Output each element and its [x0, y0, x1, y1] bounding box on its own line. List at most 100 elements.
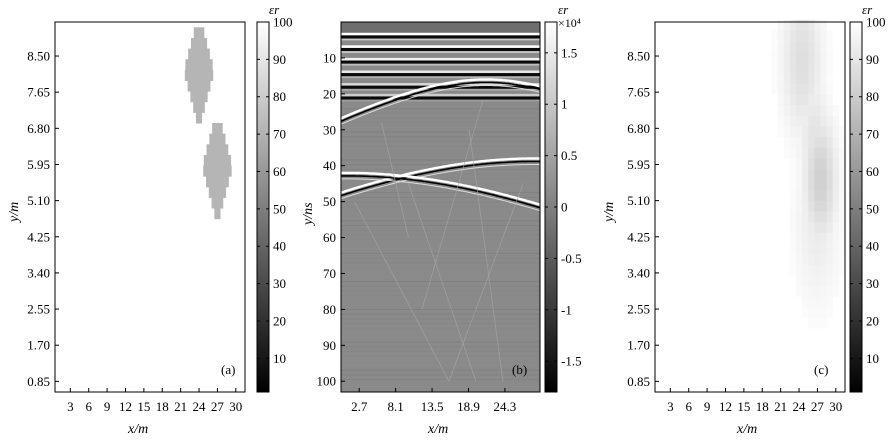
panel-b-noise-line [341, 215, 540, 217]
panel-c-heat-cell [808, 94, 815, 106]
panel-b-noise-line [341, 178, 540, 180]
panel-c-heat-cell [802, 253, 809, 265]
panel-c-heat-cell [826, 41, 834, 53]
panel-c-heat-cell [808, 136, 815, 148]
panel-c-y-tick-label: 5.95 [627, 157, 650, 172]
panel-b-hyperbola-bright [341, 171, 540, 206]
panel-b-noise-line [341, 136, 540, 138]
panel-c-heat-cell [808, 83, 815, 95]
panel-c-heat-cell [789, 264, 797, 276]
panel-a-x-tick-label: 24 [193, 399, 207, 414]
panel-a-anomaly-cell [206, 144, 229, 156]
panel-c-colorbar-tick-label: 40 [866, 239, 879, 254]
panel-c-colorbar: 100 90 80 70 60 50 40 30 20 10 εr [849, 2, 886, 393]
panel-c-heat-cell [838, 158, 846, 170]
panel-a-colorbar-tick-label: 90 [273, 52, 286, 67]
panel-c-heat-cell [838, 179, 846, 191]
panel-c-heat-cell [795, 264, 803, 276]
panel-c-colorbar-tick-label: 70 [866, 127, 879, 142]
panel-c-heat-cell [808, 62, 815, 74]
panel-b-noise-line [341, 341, 540, 343]
panel-b-y-tick-label: 60 [323, 230, 336, 245]
panel-c-heat-cell [826, 306, 834, 318]
panel-c-heat-cell [820, 73, 827, 84]
panel-c-heat-cell [808, 243, 815, 255]
panel-c-heat-cell [814, 126, 821, 138]
panel-b-noise-line [341, 290, 540, 292]
panel-c-heat-cell [814, 51, 821, 63]
panel-b-noise-line [341, 257, 540, 259]
panel-c-heat-cell [820, 168, 827, 180]
panel-b-y-tick-label: 30 [323, 122, 336, 137]
panel-c-heat-cell [802, 158, 809, 170]
panel-b-noise-line [341, 126, 540, 128]
panel-c-heat-cell [820, 51, 827, 63]
panel-c-colorbar-tick-label: 60 [866, 164, 879, 179]
panel-c-heat-cell [832, 275, 840, 286]
panel-c-heat-cell [808, 275, 815, 286]
panel-c-heat-cell [808, 189, 815, 201]
panel-c-heat-cell [820, 306, 827, 318]
panel-c-heat-cell [838, 168, 846, 180]
panel-a-colorbar-tick-label: 10 [273, 351, 286, 366]
panel-b-direct-wave-band [341, 63, 540, 66]
panel-b-diffraction-line [381, 122, 409, 238]
panel-c-y-tick-label: 7.65 [627, 85, 650, 100]
panel-a-x-tick-label: 21 [174, 399, 187, 414]
panel-c-heat-cell [814, 296, 821, 308]
panel-c-heat-cell [802, 41, 809, 53]
panel-c-heat-cell [802, 104, 809, 116]
panel-c-heat-cell [814, 136, 821, 148]
panel-c-heat-cell [771, 41, 778, 53]
panel-c-heat-cell [802, 51, 809, 63]
panel-b-noise-line [341, 117, 540, 119]
panel-c-heat-cell [814, 221, 821, 233]
panel-a-anomaly-cell [214, 208, 221, 220]
panel-c-heat-cell [814, 264, 821, 276]
panel-c-heat-cell [838, 264, 846, 276]
panel-c-heat-cell [826, 136, 834, 148]
panel-c-heat-cell [808, 19, 815, 31]
panel-c-colorbar-tick-label: 50 [866, 201, 879, 216]
panel-c-heat-cell [789, 94, 797, 106]
panel-b-direct-wave-band [341, 60, 540, 64]
panel-a-colorbar-label: εr [269, 2, 280, 17]
panel-c-heat-cell [789, 19, 797, 31]
panel-b-noise-line [341, 159, 540, 161]
panel-c-label: (c) [814, 362, 828, 377]
panel-c-heat-cell [771, 73, 778, 84]
panel-c-heat-cell [795, 41, 803, 53]
panel-c-heat-cell [795, 232, 803, 244]
panel-c-heat-cell [808, 211, 815, 223]
panel-c-heat-cell [820, 264, 827, 276]
panel-c-heat-cell [795, 19, 803, 31]
panel-c-heat-cell [814, 317, 821, 329]
panel-b-direct-wave-band [341, 99, 540, 102]
panel-b-y-tick-label: 100 [317, 374, 337, 389]
panel-c-heat-cell [789, 51, 797, 63]
panel-c-heat-cell [826, 189, 834, 201]
panel-c-heat-cell [826, 94, 834, 106]
panel-c-heat-cell [777, 115, 785, 127]
panel-b-colorbar-tick-label: 0 [561, 200, 568, 215]
panel-c-heat-cell [808, 51, 815, 63]
panel-a-colorbar-tick-label: 50 [273, 201, 286, 216]
panel-c-heat-cell [808, 30, 815, 42]
panel-c-heat-cell [802, 83, 809, 95]
panel-c-heat-cell [832, 179, 840, 191]
panel-c-heat-cell [802, 264, 809, 276]
panel-c-colorbar-ticks: 100 90 80 70 60 50 40 30 20 10 [850, 15, 886, 366]
panel-c-heat-cell [783, 83, 791, 95]
panel-c-heat-cell [826, 211, 834, 223]
panel-a-anomaly-cell [188, 48, 210, 60]
panel-c-heat-cell [789, 221, 797, 233]
panel-a-anomaly-cell [187, 80, 211, 92]
panel-c-heat-cell [795, 73, 803, 84]
panel-c-heat-cell [832, 168, 840, 180]
panel-c-heat-cell [814, 41, 821, 53]
panel-b-noise-line [341, 360, 540, 362]
panel-a-y-tick-label: 3.40 [27, 265, 50, 280]
panel-c-heat-cell [826, 126, 834, 138]
panel-c-heat-cell [826, 115, 834, 127]
panel-c-heat-cell [777, 19, 785, 31]
